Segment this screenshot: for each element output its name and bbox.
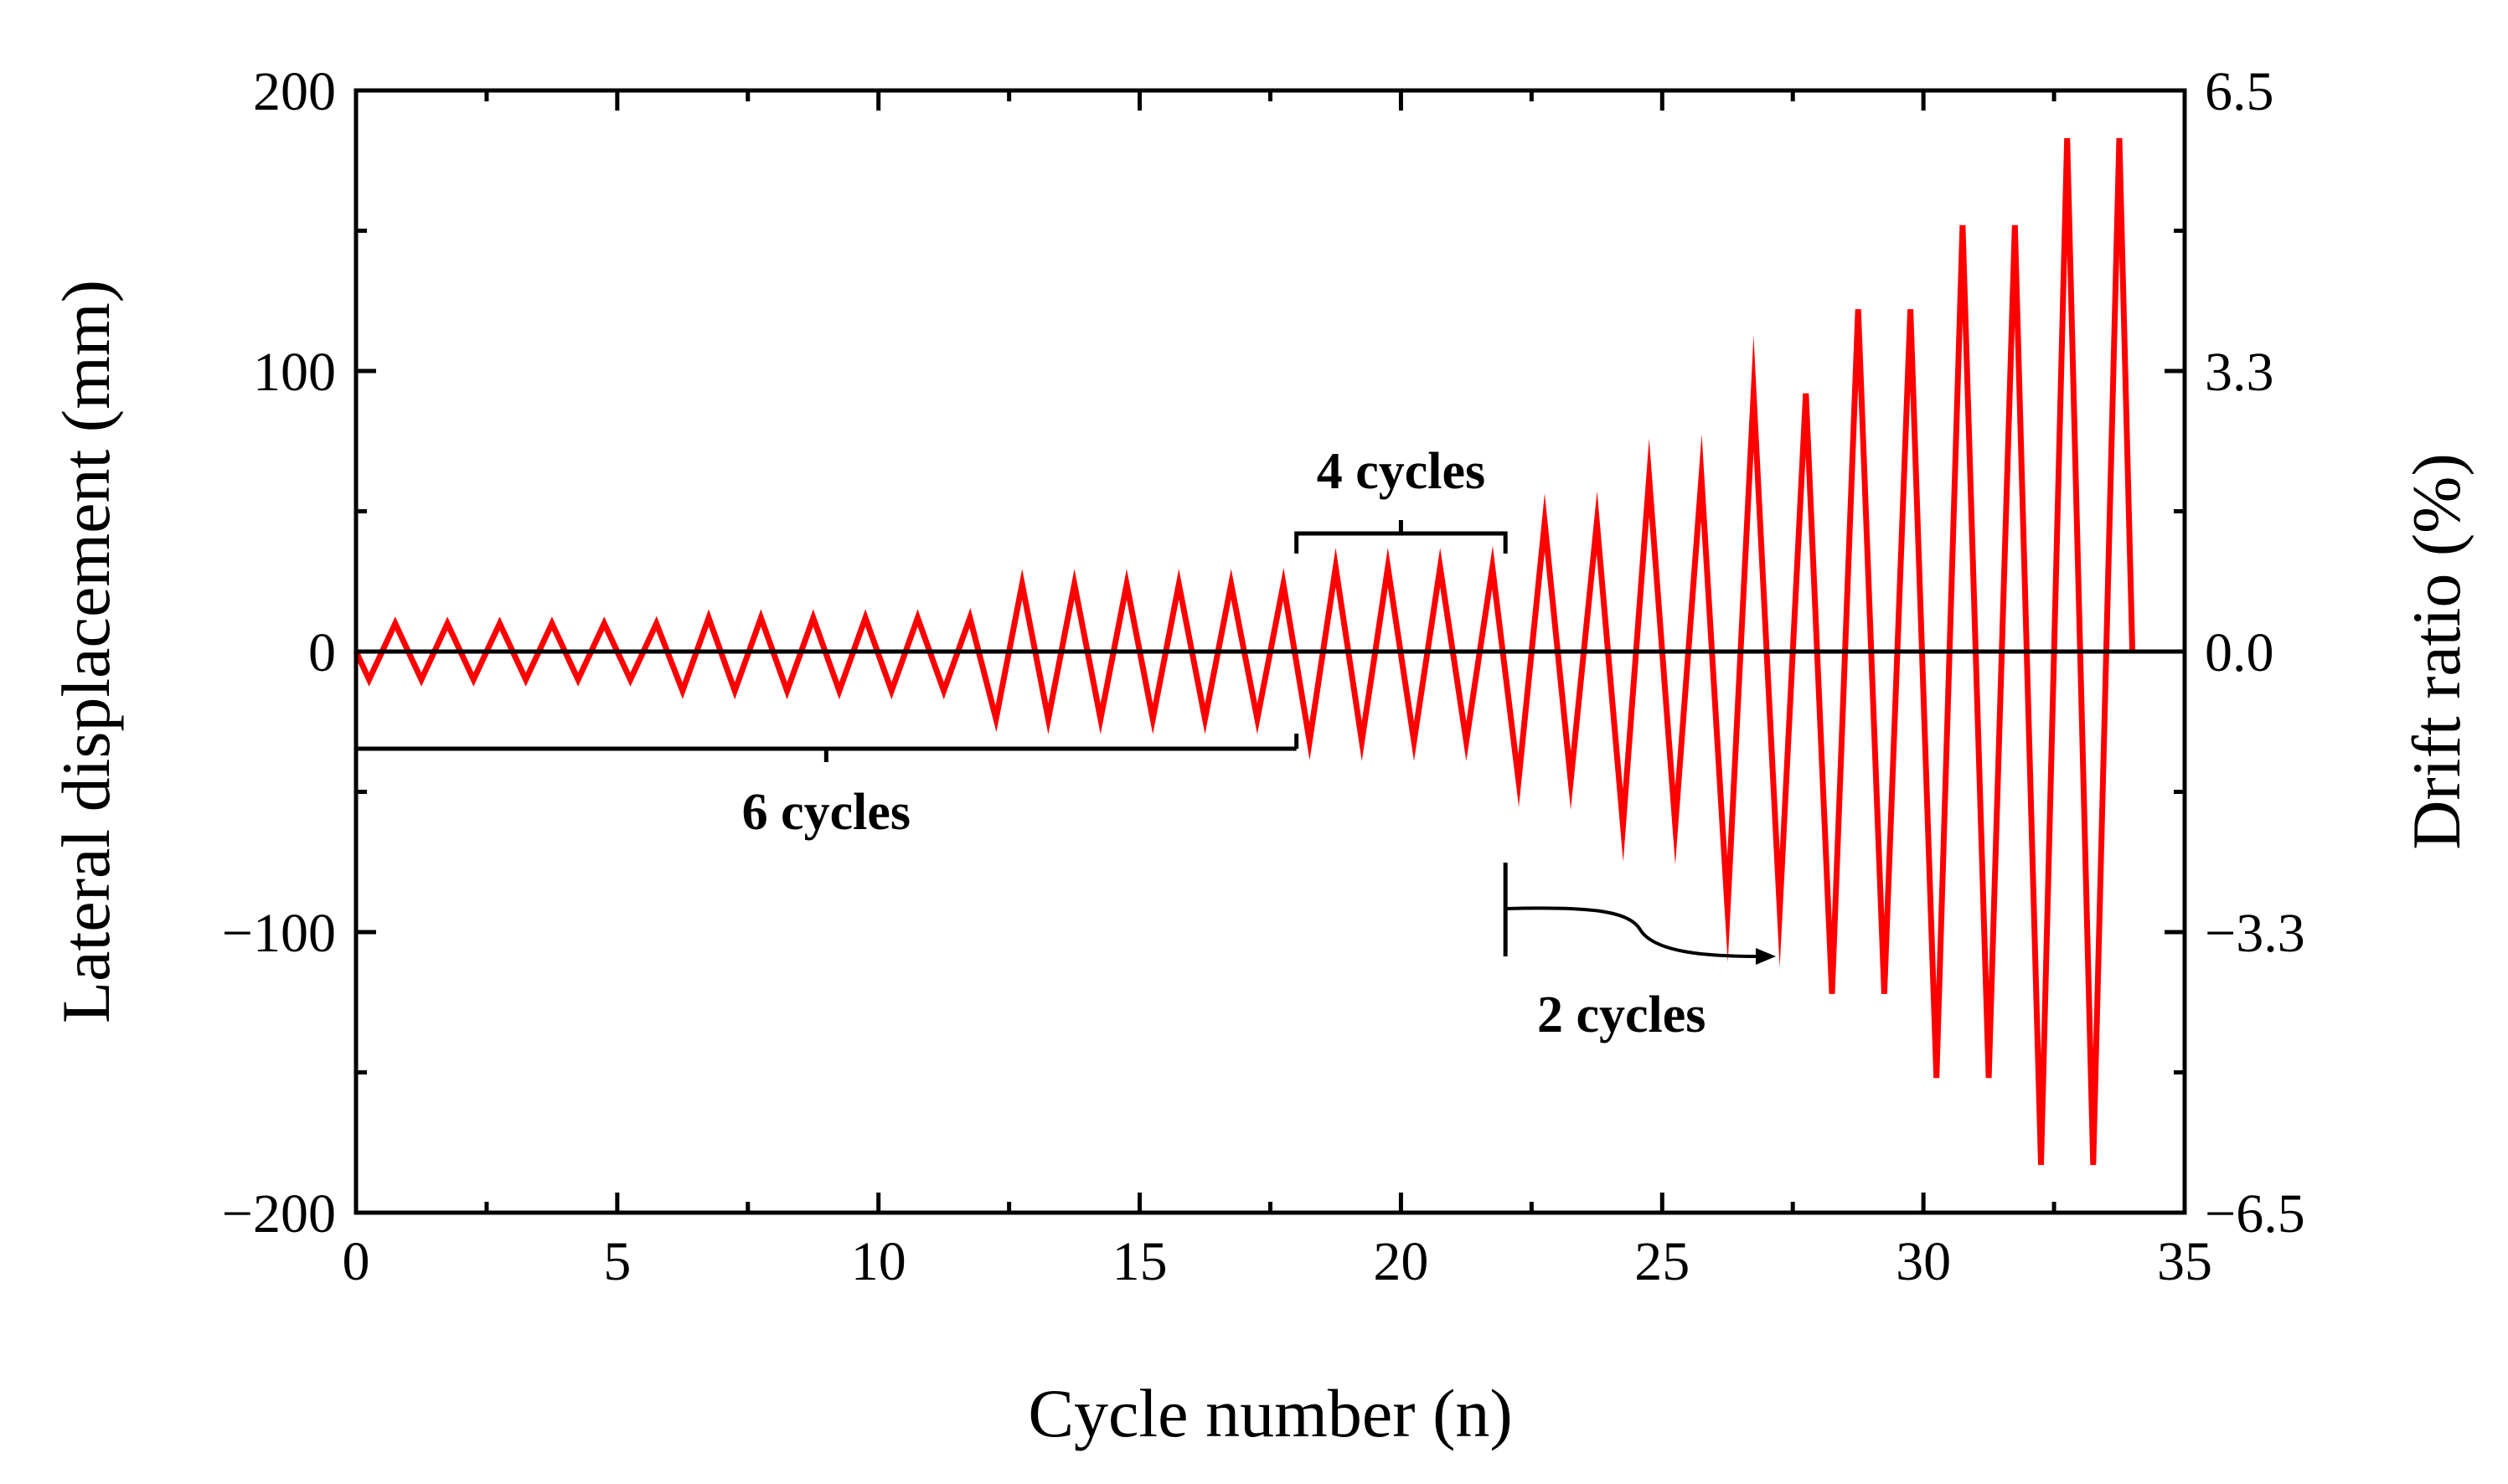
x-axis-title: Cycle number (n) — [1028, 1375, 1512, 1451]
x-tick-label: 20 — [1373, 1231, 1428, 1292]
y-tick-label: 100 — [253, 342, 336, 403]
ticks-layer: 0 5 10 15 20 25 30 35 200 100 0 −100 −200 6.5 3.3 0.0 −3… — [222, 61, 2305, 1292]
y2-axis-title: Drift ratio (%) — [2398, 453, 2474, 850]
x-tick-label: 25 — [1634, 1231, 1690, 1292]
annotation-6-cycles: 6 cycles — [742, 784, 911, 841]
x-tick-label: 5 — [603, 1231, 631, 1292]
y-tick-label: 200 — [253, 61, 336, 122]
bracket-6-cycles — [356, 734, 1299, 762]
y2-tick-label: −6.5 — [2205, 1183, 2305, 1244]
arrowhead-2-cycles — [1756, 948, 1776, 965]
x-tick-label: 30 — [1896, 1231, 1951, 1292]
arrow-2-cycles — [1505, 906, 1760, 958]
annotation-2-cycles: 2 cycles — [1537, 987, 1706, 1043]
y-tick-label: −200 — [222, 1183, 336, 1244]
bracket-4-cycles — [1294, 520, 1508, 554]
x-tick-label: 10 — [851, 1231, 906, 1292]
y2-tick-label: 6.5 — [2205, 61, 2274, 122]
y2-tick-label: −3.3 — [2205, 903, 2305, 964]
y2-tick-label: 3.3 — [2205, 342, 2274, 403]
annotations-layer: 4 cycles 6 cycles 2 cycles — [356, 443, 1776, 1043]
annotation-4-cycles: 4 cycles — [1317, 443, 1485, 500]
x-tick-label: 15 — [1112, 1231, 1168, 1292]
y-tick-label: 0 — [308, 622, 336, 683]
y-tick-label: −100 — [222, 903, 336, 964]
x-tick-label: 35 — [2157, 1231, 2212, 1292]
y2-tick-label: 0.0 — [2205, 622, 2274, 683]
x-tick-label: 0 — [343, 1231, 370, 1292]
y-axis-title: Lateral displacement (mm) — [48, 280, 124, 1023]
